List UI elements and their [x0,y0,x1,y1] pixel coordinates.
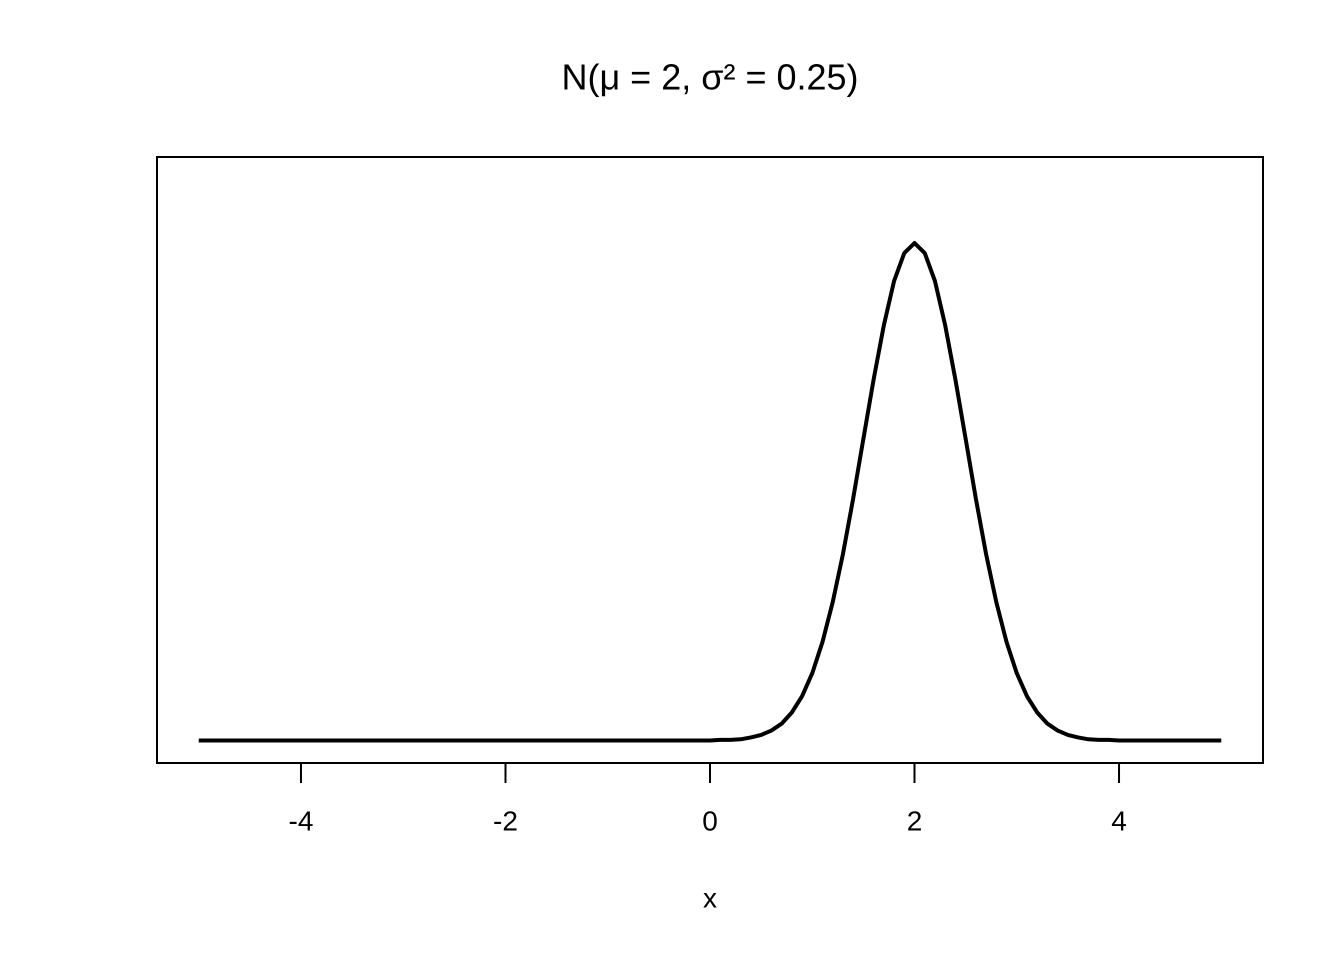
chart-title: N(μ = 2, σ² = 0.25) [561,57,858,98]
x-tick-label: 4 [1111,805,1127,836]
plot-box [156,156,1264,764]
x-tick-label: -4 [289,805,314,836]
x-axis-label: x [703,882,717,913]
density-line [198,241,1222,743]
x-tick-label: 2 [907,805,923,836]
x-tick-label: -2 [493,805,518,836]
x-tick-label: 0 [702,805,718,836]
